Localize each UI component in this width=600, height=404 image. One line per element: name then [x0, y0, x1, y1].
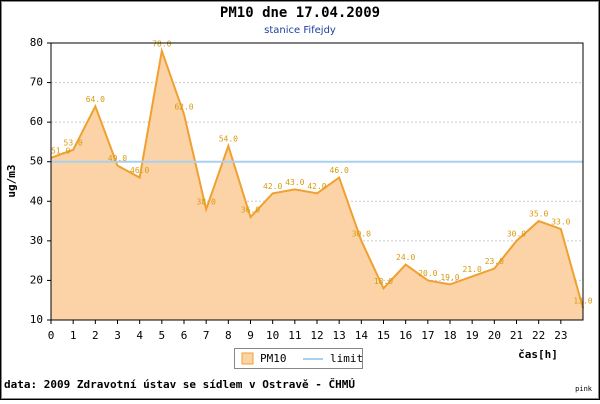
y-axis-label: ug/m3: [5, 164, 18, 197]
value-label: 46.0: [130, 166, 149, 175]
value-label: 42.0: [263, 182, 282, 191]
legend: [234, 348, 363, 369]
legend-label: PM10: [260, 352, 287, 365]
y-tick-label: 70: [30, 76, 43, 89]
y-tick-label: 40: [30, 194, 43, 207]
corner-text: pink: [575, 385, 593, 393]
value-label: 43.0: [285, 178, 304, 187]
x-tick-label: 1: [70, 329, 77, 342]
value-label: 24.0: [396, 253, 415, 262]
x-tick-label: 13: [333, 329, 346, 342]
value-label: 54.0: [219, 134, 238, 143]
value-label: 62.0: [174, 103, 193, 112]
y-tick-label: 10: [30, 313, 43, 326]
footer: data: 2009 Zdravotní ústav se sídlem v O…: [4, 378, 355, 391]
value-label: 53.0: [64, 138, 83, 147]
x-tick-label: 7: [203, 329, 210, 342]
x-tick-label: 18: [443, 329, 456, 342]
x-tick-label: 15: [377, 329, 390, 342]
value-label: 19.0: [440, 273, 459, 282]
legend-label: limit: [330, 352, 363, 365]
x-tick-label: 20: [488, 329, 501, 342]
value-label: 38.0: [197, 198, 216, 207]
value-label: 36.0: [241, 206, 260, 215]
x-tick-label: 4: [136, 329, 143, 342]
value-label: 78.0: [152, 39, 171, 48]
x-tick-label: 22: [532, 329, 545, 342]
value-label: 20.0: [418, 269, 437, 278]
y-tick-label: 30: [30, 234, 43, 247]
x-tick-label: 23: [554, 329, 567, 342]
x-tick-label: 0: [48, 329, 55, 342]
x-tick-label: 19: [466, 329, 479, 342]
y-tick-label: 50: [30, 155, 43, 168]
x-tick-label: 12: [310, 329, 323, 342]
value-label: 30.0: [507, 229, 526, 238]
axis-box: [50, 42, 584, 321]
x-axis-label: čas[h]: [518, 348, 558, 361]
value-label: 49.0: [108, 154, 127, 163]
value-label: 51.0: [51, 146, 70, 155]
x-tick-label: 6: [181, 329, 188, 342]
value-label: 30.0: [352, 229, 371, 238]
line: [50, 46, 584, 309]
chart-title: PM10 dne 17.04.2009: [220, 5, 380, 21]
y-tick-label: 60: [30, 115, 43, 128]
x-tick-label: 5: [159, 329, 166, 342]
value-label: 21.0: [463, 265, 482, 274]
value-label: 33.0: [551, 217, 570, 226]
legend-swatch: [241, 352, 254, 365]
y-tick-label: 80: [30, 36, 43, 49]
x-tick-label: 10: [266, 329, 279, 342]
x-tick-label: 16: [399, 329, 412, 342]
value-label: 46.0: [330, 166, 349, 175]
x-tick-label: 3: [114, 329, 121, 342]
x-tick-label: 9: [247, 329, 254, 342]
x-tick-label: 8: [225, 329, 232, 342]
value-label: 42.0: [307, 182, 326, 191]
x-tick-label: 2: [92, 329, 99, 342]
x-tick-label: 21: [510, 329, 523, 342]
x-tick-label: 11: [288, 329, 301, 342]
value-label: 64.0: [86, 95, 105, 104]
x-tick-label: 17: [421, 329, 434, 342]
value-label: 35.0: [529, 210, 548, 219]
value-label: 23.0: [485, 257, 504, 266]
value-label: 18.0: [374, 277, 393, 286]
chart-subtitle: stanice Fifejdy: [264, 25, 336, 36]
y-tick-label: 20: [30, 273, 43, 286]
x-tick-label: 14: [355, 329, 369, 342]
